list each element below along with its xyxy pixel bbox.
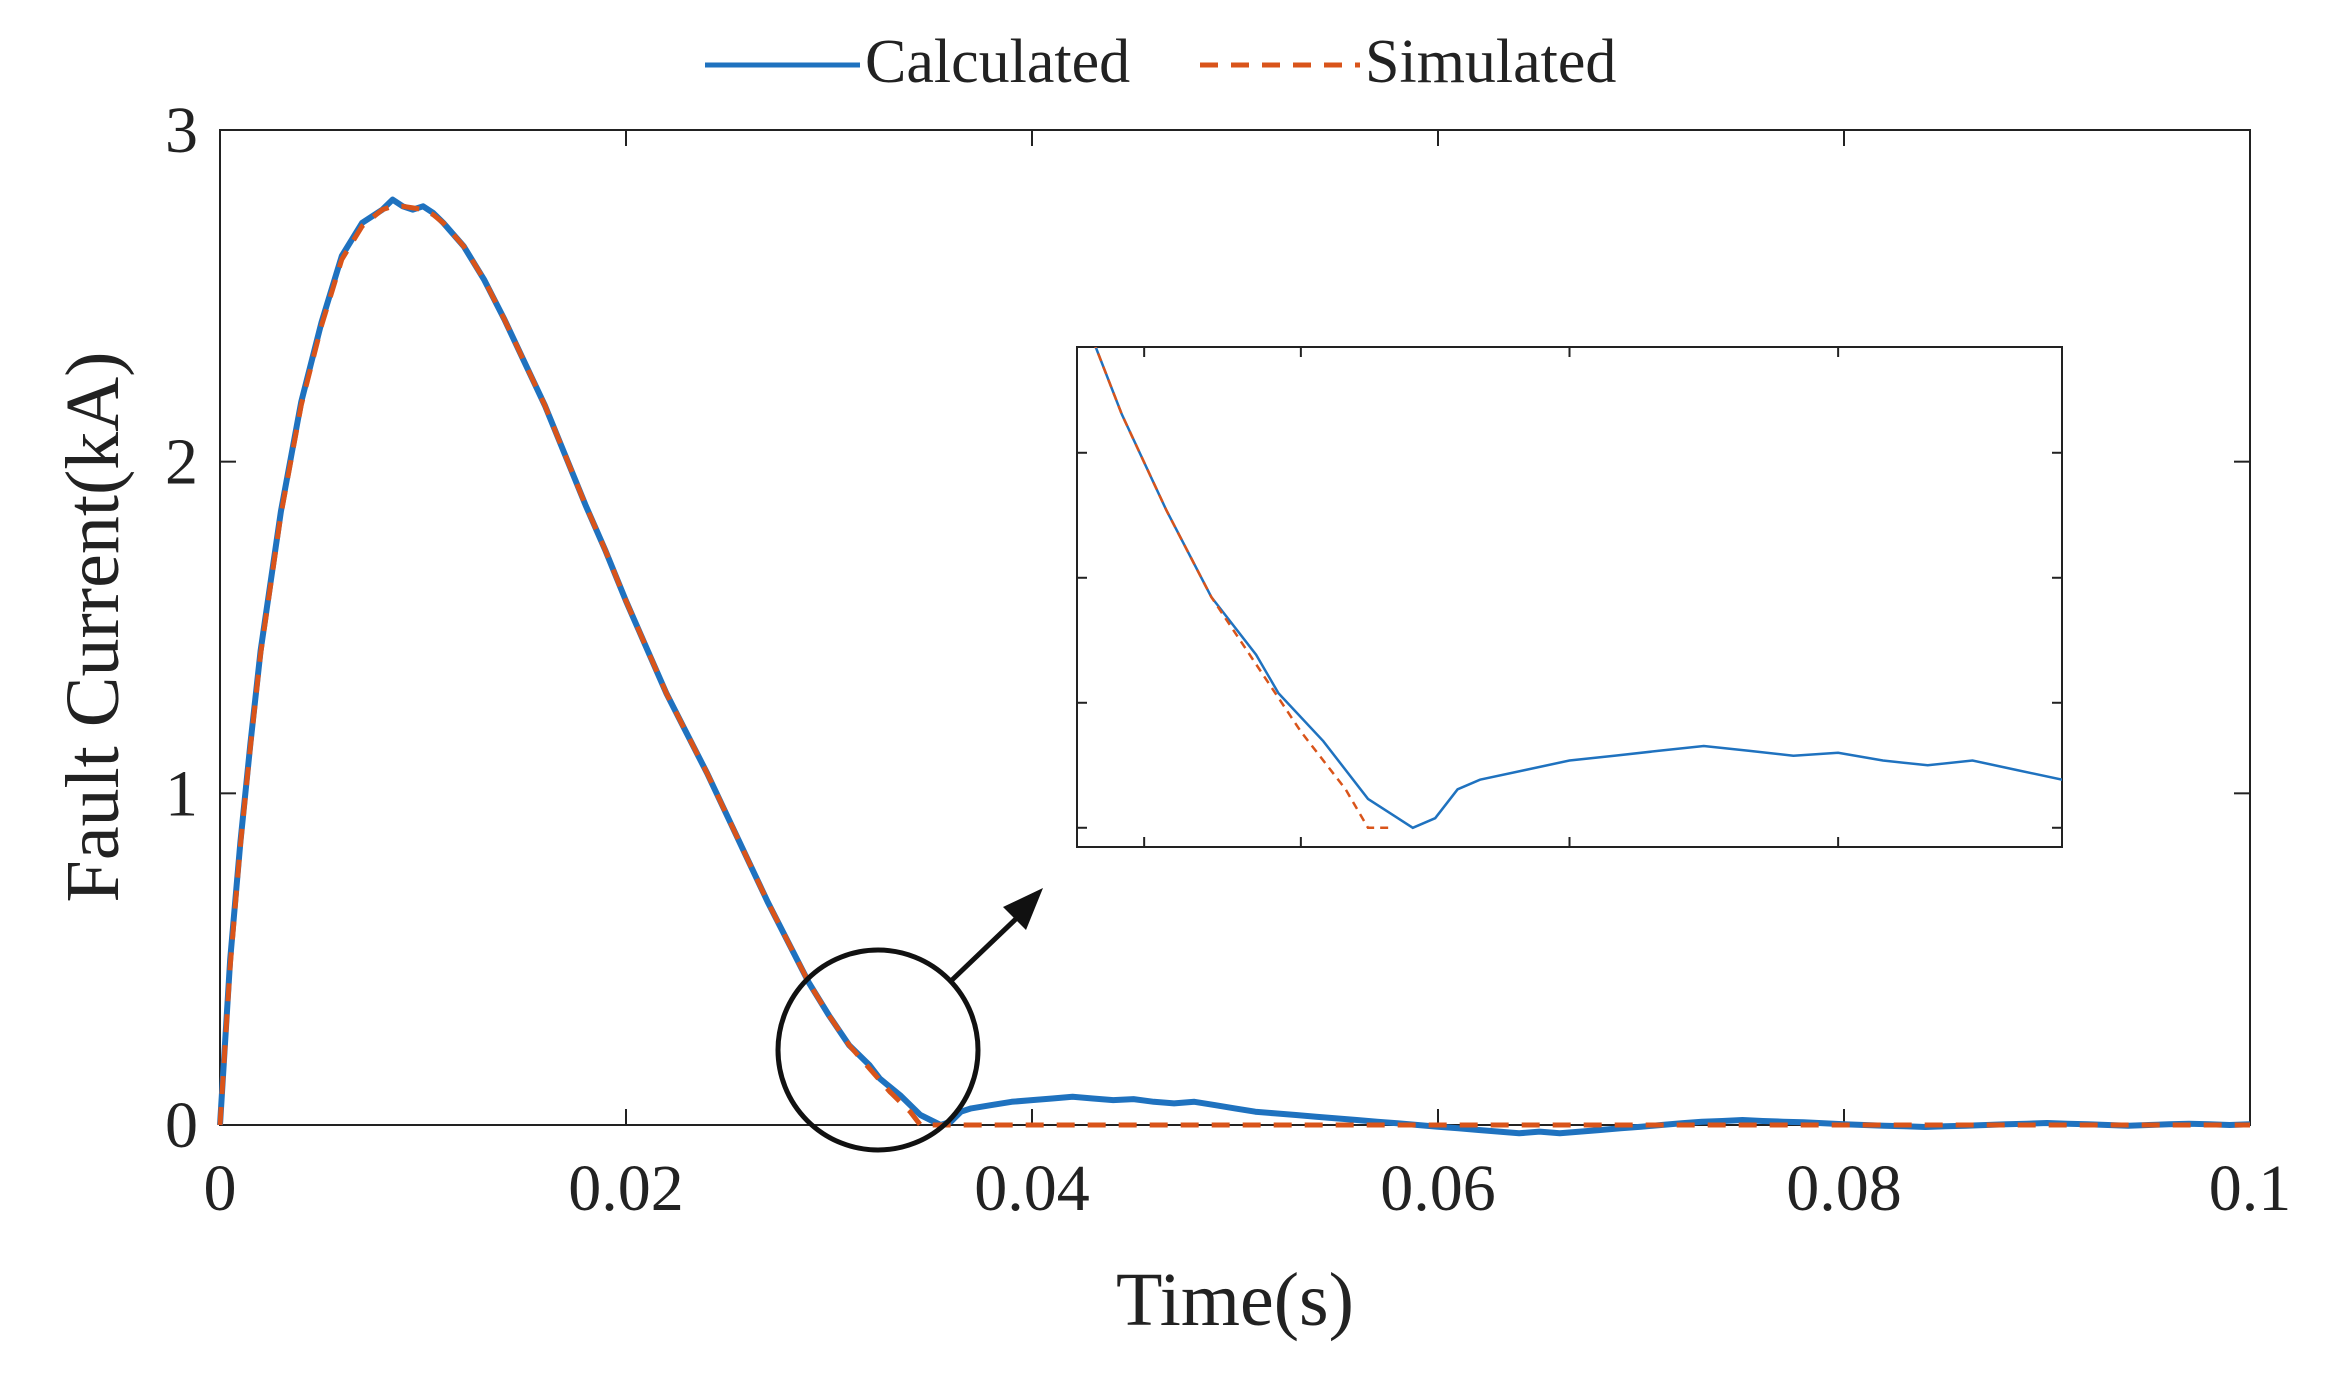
inset-ticks [1077, 347, 2062, 847]
x-tick-label: 0.1 [2209, 1152, 2292, 1225]
zoom-highlight-circle [775, 947, 981, 1153]
y-tick-label: 2 [165, 426, 198, 499]
zoom-arrow-head [1003, 888, 1043, 930]
inset-series-group [1094, 347, 2062, 830]
legend: Calculated Simulated [705, 28, 1616, 96]
y-tick-label: 3 [165, 94, 198, 167]
x-tick-label: 0.02 [568, 1152, 684, 1225]
zoom-arrow-line [950, 913, 1022, 982]
plot-area [219, 129, 2251, 1126]
series-group [217, 196, 2251, 1137]
inset-plot-area [1076, 346, 2063, 848]
inset-zoom-plot [1076, 346, 2063, 848]
x-tick-label: 0.06 [1380, 1152, 1496, 1225]
x-axis-ticks: 0 0.02 0.04 0.06 0.08 0.1 [204, 130, 2292, 1225]
inset-series-line-simulated [1094, 347, 1391, 830]
y-tick-label: 0 [165, 1089, 198, 1162]
legend-label-calculated: Calculated [865, 28, 1130, 96]
series-line-simulated [217, 203, 2250, 1128]
x-tick-label: 0 [204, 1152, 237, 1225]
x-tick-label: 0.08 [1786, 1152, 1902, 1225]
legend-label-simulated: Simulated [1365, 28, 1616, 96]
x-tick-label: 0.04 [974, 1152, 1090, 1225]
x-axis-label: Time(s) [1116, 1258, 1354, 1342]
y-axis-ticks: 0 1 2 3 [165, 94, 2250, 1162]
y-tick-label: 1 [165, 757, 198, 830]
y-axis-label: Fault Current(kA) [51, 352, 135, 903]
